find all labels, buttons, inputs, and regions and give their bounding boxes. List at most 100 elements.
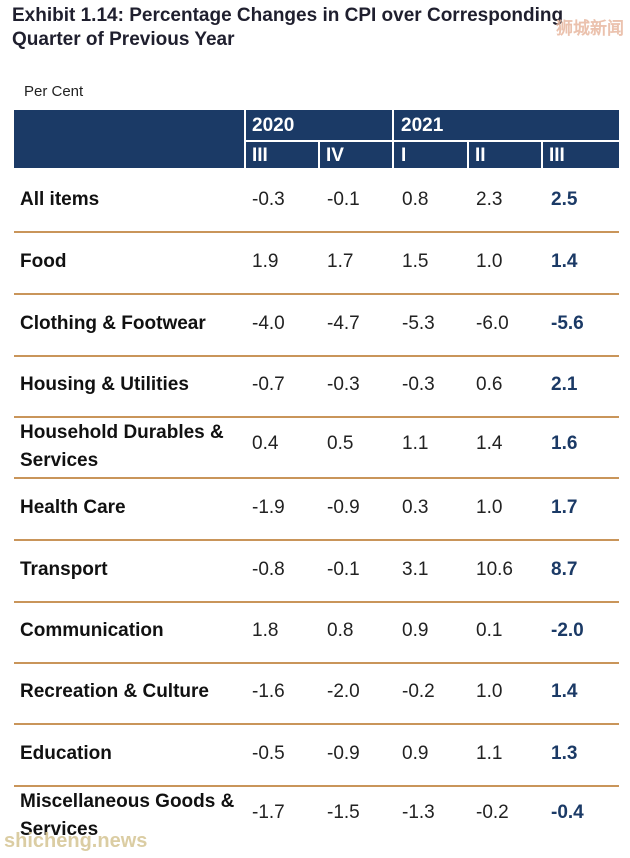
table-header: 2020 2021 III IV I II III xyxy=(14,110,619,168)
row-divider xyxy=(14,662,619,664)
year-2021: 2021 xyxy=(401,115,444,136)
row-divider xyxy=(14,231,619,233)
header-divider xyxy=(541,141,543,168)
row-divider xyxy=(14,416,619,418)
table-row: Recreation & Culture -1.6 -2.0 -0.2 1.0 1.4 xyxy=(14,662,619,722)
cell-value: -5.6 xyxy=(551,313,584,334)
table-row: Health Care -1.9 -0.9 0.3 1.0 1.7 xyxy=(14,478,619,538)
row-label: Health Care xyxy=(20,497,126,518)
cell-value: -2.0 xyxy=(327,681,360,702)
cell-value: 0.5 xyxy=(327,433,354,454)
row-divider xyxy=(14,293,619,295)
cell-value: 2.1 xyxy=(551,374,578,395)
cell-value: -5.3 xyxy=(402,313,435,334)
cell-value: -0.9 xyxy=(327,743,360,764)
row-divider xyxy=(14,723,619,725)
cell-value: 0.1 xyxy=(476,620,503,641)
table-row: Housing & Utilities -0.7 -0.3 -0.3 0.6 2.1 xyxy=(14,355,619,415)
cell-value: -0.3 xyxy=(252,189,285,210)
cell-value: 1.0 xyxy=(476,681,503,702)
quarter-header: III xyxy=(252,145,268,166)
row-label: Household Durables & Services xyxy=(20,422,224,471)
table-row: Clothing & Footwear -4.0 -4.7 -5.3 -6.0 -5.6 xyxy=(14,294,619,354)
table-row: Transport -0.8 -0.1 3.1 10.6 8.7 xyxy=(14,540,619,600)
cell-value: -4.7 xyxy=(327,313,360,334)
cell-value: 1.9 xyxy=(252,251,279,272)
row-divider xyxy=(14,601,619,603)
cell-value: 1.1 xyxy=(402,433,429,454)
cell-value: -4.0 xyxy=(252,313,285,334)
cell-value: 2.3 xyxy=(476,189,503,210)
quarter-header: III xyxy=(549,145,565,166)
cell-value: 1.8 xyxy=(252,620,279,641)
cell-value: 3.1 xyxy=(402,559,429,580)
header-divider xyxy=(467,141,469,168)
row-label: All items xyxy=(20,189,100,210)
cell-value: -0.2 xyxy=(402,681,435,702)
cell-value: -0.9 xyxy=(327,497,360,518)
table-row: All items -0.3 -0.1 0.8 2.3 2.5 xyxy=(14,170,619,230)
cell-value: -1.5 xyxy=(327,802,360,823)
cell-value: 10.6 xyxy=(476,559,513,580)
exhibit-title: Exhibit 1.14: Percentage Changes in CPI … xyxy=(12,5,564,50)
quarter-header: I xyxy=(401,145,407,166)
cell-value: 8.7 xyxy=(551,559,578,580)
cell-value: -0.2 xyxy=(476,802,509,823)
cell-value: -0.4 xyxy=(551,802,584,823)
watermark-bottom: shicheng.news xyxy=(4,830,148,852)
row-label: Miscellaneous Goods & Services xyxy=(20,791,235,840)
header-divider xyxy=(392,110,394,168)
cell-value: -0.5 xyxy=(252,743,285,764)
row-label: Food xyxy=(20,251,67,272)
cell-value: 0.9 xyxy=(402,620,429,641)
cell-value: -0.1 xyxy=(327,559,360,580)
cell-value: -1.3 xyxy=(402,802,435,823)
table-row: Education -0.5 -0.9 0.9 1.1 1.3 xyxy=(14,724,619,784)
row-divider xyxy=(14,539,619,541)
row-label: Housing & Utilities xyxy=(20,374,189,395)
table-row: Household Durables & Services 0.4 0.5 1.1 1.… xyxy=(14,416,619,476)
cell-value: 1.4 xyxy=(551,251,578,272)
cell-value: 1.6 xyxy=(551,433,578,454)
cell-value: -0.3 xyxy=(402,374,435,395)
table-row: Communication 1.8 0.8 0.9 0.1 -2.0 xyxy=(14,601,619,661)
cell-value: -1.9 xyxy=(252,497,285,518)
cell-value: 1.3 xyxy=(551,743,578,764)
cell-value: 1.0 xyxy=(476,497,503,518)
cell-value: 1.0 xyxy=(476,251,503,272)
cell-value: -1.7 xyxy=(252,802,285,823)
watermark-top: 狮城新闻 xyxy=(556,19,624,38)
header-divider xyxy=(318,141,320,168)
cell-value: 1.4 xyxy=(551,681,578,702)
row-divider xyxy=(14,785,619,787)
cell-value: 1.5 xyxy=(402,251,429,272)
cell-value: -2.0 xyxy=(551,620,584,641)
cell-value: 2.5 xyxy=(551,189,578,210)
quarter-header: II xyxy=(475,145,486,166)
cell-value: 1.4 xyxy=(476,433,503,454)
header-divider xyxy=(244,140,619,142)
header-divider xyxy=(244,110,246,168)
table-row: Miscellaneous Goods & Services -1.7 -1.5 -1… xyxy=(14,785,619,851)
cell-value: 1.1 xyxy=(476,743,503,764)
row-label: Clothing & Footwear xyxy=(20,313,206,334)
quarter-header: IV xyxy=(326,145,344,166)
cell-value: -1.6 xyxy=(252,681,285,702)
row-divider xyxy=(14,355,619,357)
row-label: Communication xyxy=(20,620,164,641)
row-label: Recreation & Culture xyxy=(20,681,209,702)
table-row: Food 1.9 1.7 1.5 1.0 1.4 xyxy=(14,232,619,292)
year-2020: 2020 xyxy=(252,115,295,136)
cell-value: 1.7 xyxy=(327,251,354,272)
cell-value: 0.4 xyxy=(252,433,279,454)
row-label: Transport xyxy=(20,559,108,580)
row-label: Education xyxy=(20,743,112,764)
cell-value: -0.7 xyxy=(252,374,285,395)
cell-value: 0.8 xyxy=(402,189,429,210)
row-divider xyxy=(14,477,619,479)
cell-value: 0.8 xyxy=(327,620,354,641)
unit-label: Per Cent xyxy=(24,83,84,100)
cell-value: -6.0 xyxy=(476,313,509,334)
cell-value: 0.3 xyxy=(402,497,429,518)
cell-value: 0.9 xyxy=(402,743,429,764)
